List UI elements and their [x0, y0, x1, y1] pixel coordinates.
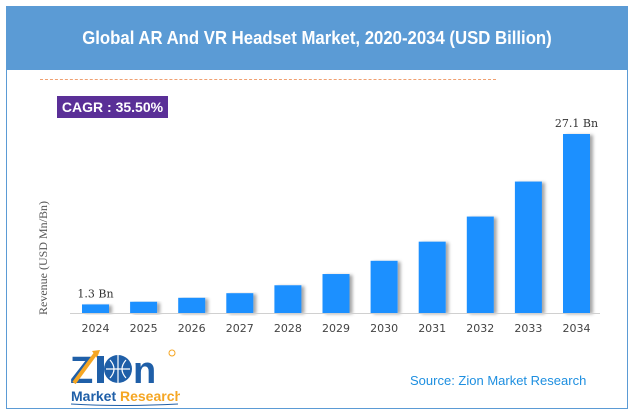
logo-research-text: Research	[120, 388, 180, 404]
bar-2029	[322, 274, 350, 313]
x-tick-label: 2029	[322, 322, 350, 335]
x-tick-label: 2030	[370, 322, 398, 335]
bar-2026	[178, 297, 206, 313]
header-banner: Global AR And VR Headset Market, 2020-20…	[6, 6, 628, 70]
cagr-badge: CAGR : 35.50%	[57, 96, 168, 118]
x-tick-label: 2031	[418, 322, 446, 335]
data-label: 1.3 Bn	[77, 287, 113, 300]
logo-market-text: Market	[71, 388, 116, 404]
registered-icon	[168, 349, 176, 357]
bar-2031	[418, 241, 446, 313]
logo-i	[97, 356, 104, 383]
x-tick-label: 2027	[226, 322, 254, 335]
bar-2030	[370, 260, 398, 313]
x-tick-label: 2033	[514, 322, 542, 335]
zion-logo-graphic: Z n Market Research	[70, 349, 180, 406]
bar-2033	[514, 181, 542, 313]
x-tick-label: 2034	[563, 322, 591, 335]
bar-2032	[466, 216, 494, 313]
x-tick-label: 2032	[466, 322, 494, 335]
bar-2025	[130, 301, 158, 313]
dashed-divider	[40, 79, 496, 80]
bar-2024	[82, 304, 109, 313]
x-tick-label: 2028	[274, 322, 302, 335]
source-text: Source: Zion Market Research	[410, 373, 587, 388]
logo-n: n	[133, 350, 156, 392]
data-label: 27.1 Bn	[555, 117, 598, 130]
bar-2034	[563, 134, 590, 313]
x-tick-label: 2025	[130, 322, 158, 335]
zion-logo: Z n Market Research	[70, 347, 180, 407]
bar-2028	[274, 285, 302, 313]
x-tick-label: 2026	[178, 322, 206, 335]
logo-arrow-icon	[72, 351, 98, 385]
bar-2027	[226, 293, 254, 313]
x-tick-label: 2024	[82, 322, 110, 335]
chart-title: Global AR And VR Headset Market, 2020-20…	[82, 28, 552, 48]
